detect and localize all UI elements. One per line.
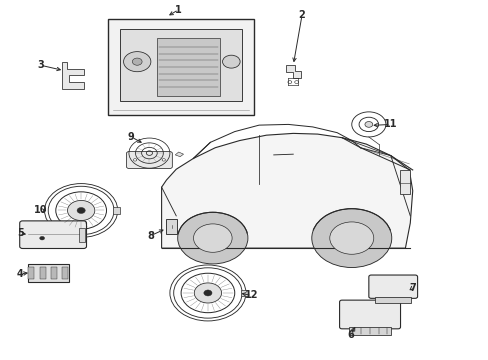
Circle shape [222, 55, 240, 68]
Text: 12: 12 [244, 291, 258, 301]
Bar [113, 207, 120, 214]
Text: 8: 8 [147, 231, 154, 240]
FancyBboxPatch shape [368, 275, 417, 298]
Bar [79, 228, 84, 242]
Bar [27, 264, 69, 282]
Circle shape [70, 84, 74, 87]
Polygon shape [161, 134, 412, 248]
Circle shape [123, 51, 151, 72]
Circle shape [40, 237, 44, 240]
Bar [108, 19, 254, 116]
Polygon shape [285, 65, 300, 78]
Text: 7: 7 [408, 283, 415, 293]
Circle shape [193, 224, 232, 252]
Polygon shape [175, 152, 183, 157]
Text: 1: 1 [175, 5, 182, 15]
Circle shape [133, 159, 137, 161]
Text: 10: 10 [34, 206, 47, 216]
Circle shape [294, 81, 298, 84]
FancyBboxPatch shape [20, 221, 86, 248]
Bar [399, 170, 409, 194]
Text: 2: 2 [298, 10, 305, 20]
Circle shape [177, 212, 247, 264]
Text: 11: 11 [383, 120, 397, 129]
Text: 5: 5 [17, 228, 23, 238]
Bar [166, 219, 177, 234]
FancyBboxPatch shape [339, 300, 400, 329]
Text: 3: 3 [37, 60, 44, 70]
Circle shape [67, 201, 95, 221]
Circle shape [132, 58, 142, 65]
Circle shape [77, 207, 85, 213]
Bar [157, 39, 220, 96]
Text: 4: 4 [17, 269, 23, 279]
Bar [28, 267, 34, 279]
Circle shape [329, 222, 373, 254]
Bar [120, 30, 242, 101]
Circle shape [70, 70, 74, 73]
Circle shape [364, 122, 372, 127]
Bar [40, 267, 45, 279]
Circle shape [203, 290, 212, 296]
Bar [241, 289, 248, 296]
Circle shape [287, 81, 291, 84]
Bar [348, 327, 390, 335]
Bar [374, 297, 410, 303]
Bar [51, 267, 57, 279]
Circle shape [311, 209, 391, 267]
Text: 9: 9 [128, 132, 135, 142]
Text: 6: 6 [346, 330, 353, 340]
FancyBboxPatch shape [126, 152, 172, 168]
Bar [62, 267, 68, 279]
Circle shape [162, 159, 165, 161]
Circle shape [194, 283, 221, 303]
Polygon shape [61, 62, 83, 89]
